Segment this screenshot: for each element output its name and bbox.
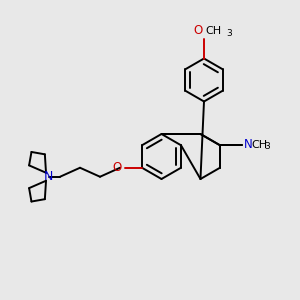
Text: 3: 3 (265, 142, 270, 151)
Text: 3: 3 (226, 29, 232, 38)
Text: CH: CH (205, 26, 221, 37)
Text: CH: CH (251, 140, 268, 150)
Text: N: N (43, 170, 53, 183)
Text: O: O (194, 23, 203, 37)
Text: N: N (244, 138, 252, 151)
Text: O: O (113, 161, 122, 174)
